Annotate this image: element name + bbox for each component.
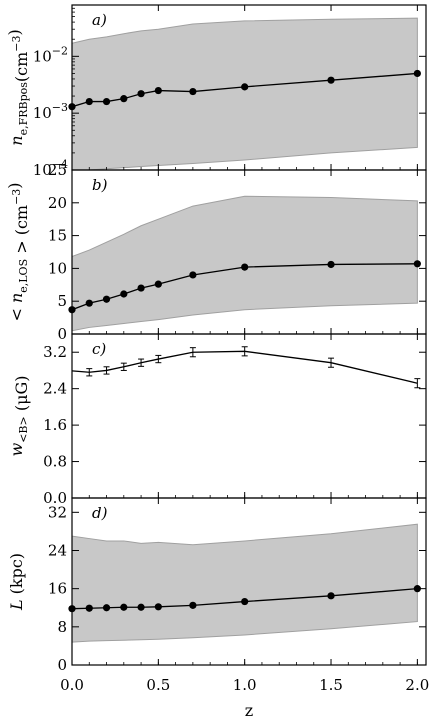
series-line [72, 350, 418, 384]
data-point [102, 97, 111, 106]
data-point [241, 263, 249, 271]
panel-label: a) [92, 11, 107, 29]
y-axis-label: ne,FRBpos(cm−3) [5, 29, 31, 145]
panel-c: 0.0 0.8 1.6 2.4 3.2 c) w<B> (μG) [7, 333, 427, 507]
data-point [189, 87, 197, 96]
x-tick-label: 1.5 [319, 676, 343, 694]
data-point [102, 604, 111, 612]
y-axis-label: L (kpc) [7, 553, 26, 611]
y-tick-label: 10−2 [33, 44, 68, 65]
panel-a: 10−4 10−3 10−2 a) ne,FRBpos(cm−3) [5, 4, 427, 179]
data-point [137, 603, 145, 611]
y-axis-label: < ne,LOS > (cm−3) [5, 182, 31, 321]
x-tick-label: 0.5 [146, 676, 170, 694]
axes-frame [71, 497, 427, 666]
data-point [189, 271, 197, 279]
panel-label: b) [92, 176, 108, 194]
y-tick-label: 5 [57, 292, 67, 310]
data-point [327, 260, 335, 269]
y-tick-label: 10−4 [33, 158, 68, 179]
y-tick-label: 16 [48, 580, 67, 598]
data-point [241, 597, 249, 606]
data-point [85, 299, 93, 307]
data-point [154, 280, 162, 288]
data-point [102, 295, 111, 303]
data-point [413, 69, 421, 78]
confidence-band [72, 17, 418, 170]
x-axis-label: z [245, 701, 253, 720]
series-line [72, 588, 418, 610]
data-point [189, 601, 197, 609]
panel-d: 0 8 16 24 32 d) L (kpc) [7, 497, 427, 674]
data-point [120, 290, 128, 298]
y-tick-label: 25 [48, 161, 67, 179]
confidence-band [72, 523, 418, 643]
series-line [72, 263, 418, 311]
data-point [327, 76, 335, 84]
data-point [413, 260, 421, 268]
data-point [85, 604, 93, 612]
data-point [413, 585, 421, 593]
y-tick-label: 32 [48, 503, 67, 521]
data-point [241, 83, 249, 91]
y-tick-label: 10 [48, 259, 67, 277]
y-tick-label: 15 [48, 227, 67, 245]
y-tick-label: 2.4 [43, 380, 67, 398]
panel-b: 0 5 10 15 20 25 b) < ne,LOS > (cm−3) [5, 161, 427, 343]
y-tick-label: 24 [48, 541, 67, 559]
data-point [154, 86, 162, 95]
y-tick-label: 0.0 [43, 489, 67, 507]
y-tick-label: 8 [57, 618, 67, 636]
y-tick-label: 20 [48, 194, 67, 212]
x-tick-label: 0.0 [60, 676, 84, 694]
data-point [327, 592, 335, 600]
data-point [137, 90, 145, 98]
y-tick-label: 10−3 [33, 101, 68, 122]
y-axis-label: w<B> (μG) [7, 376, 31, 457]
y-tick-label: 0.8 [43, 453, 67, 471]
y-tick-label: 1.6 [43, 416, 67, 434]
panel-label: c) [92, 340, 106, 358]
data-point [154, 603, 162, 611]
confidence-band [72, 195, 418, 332]
y-tick-label: 0 [57, 325, 67, 343]
data-point [120, 603, 128, 611]
panel-label: d) [92, 504, 108, 522]
y-tick-label: 0 [57, 656, 67, 674]
x-tick-label: 2.0 [405, 676, 429, 694]
y-tick-label: 3.2 [43, 343, 67, 361]
data-point [85, 97, 93, 106]
x-tick-label: 1.0 [233, 676, 257, 694]
axes-frame [71, 333, 427, 499]
series-line [72, 72, 418, 108]
data-point [120, 95, 128, 103]
data-point [137, 284, 145, 292]
